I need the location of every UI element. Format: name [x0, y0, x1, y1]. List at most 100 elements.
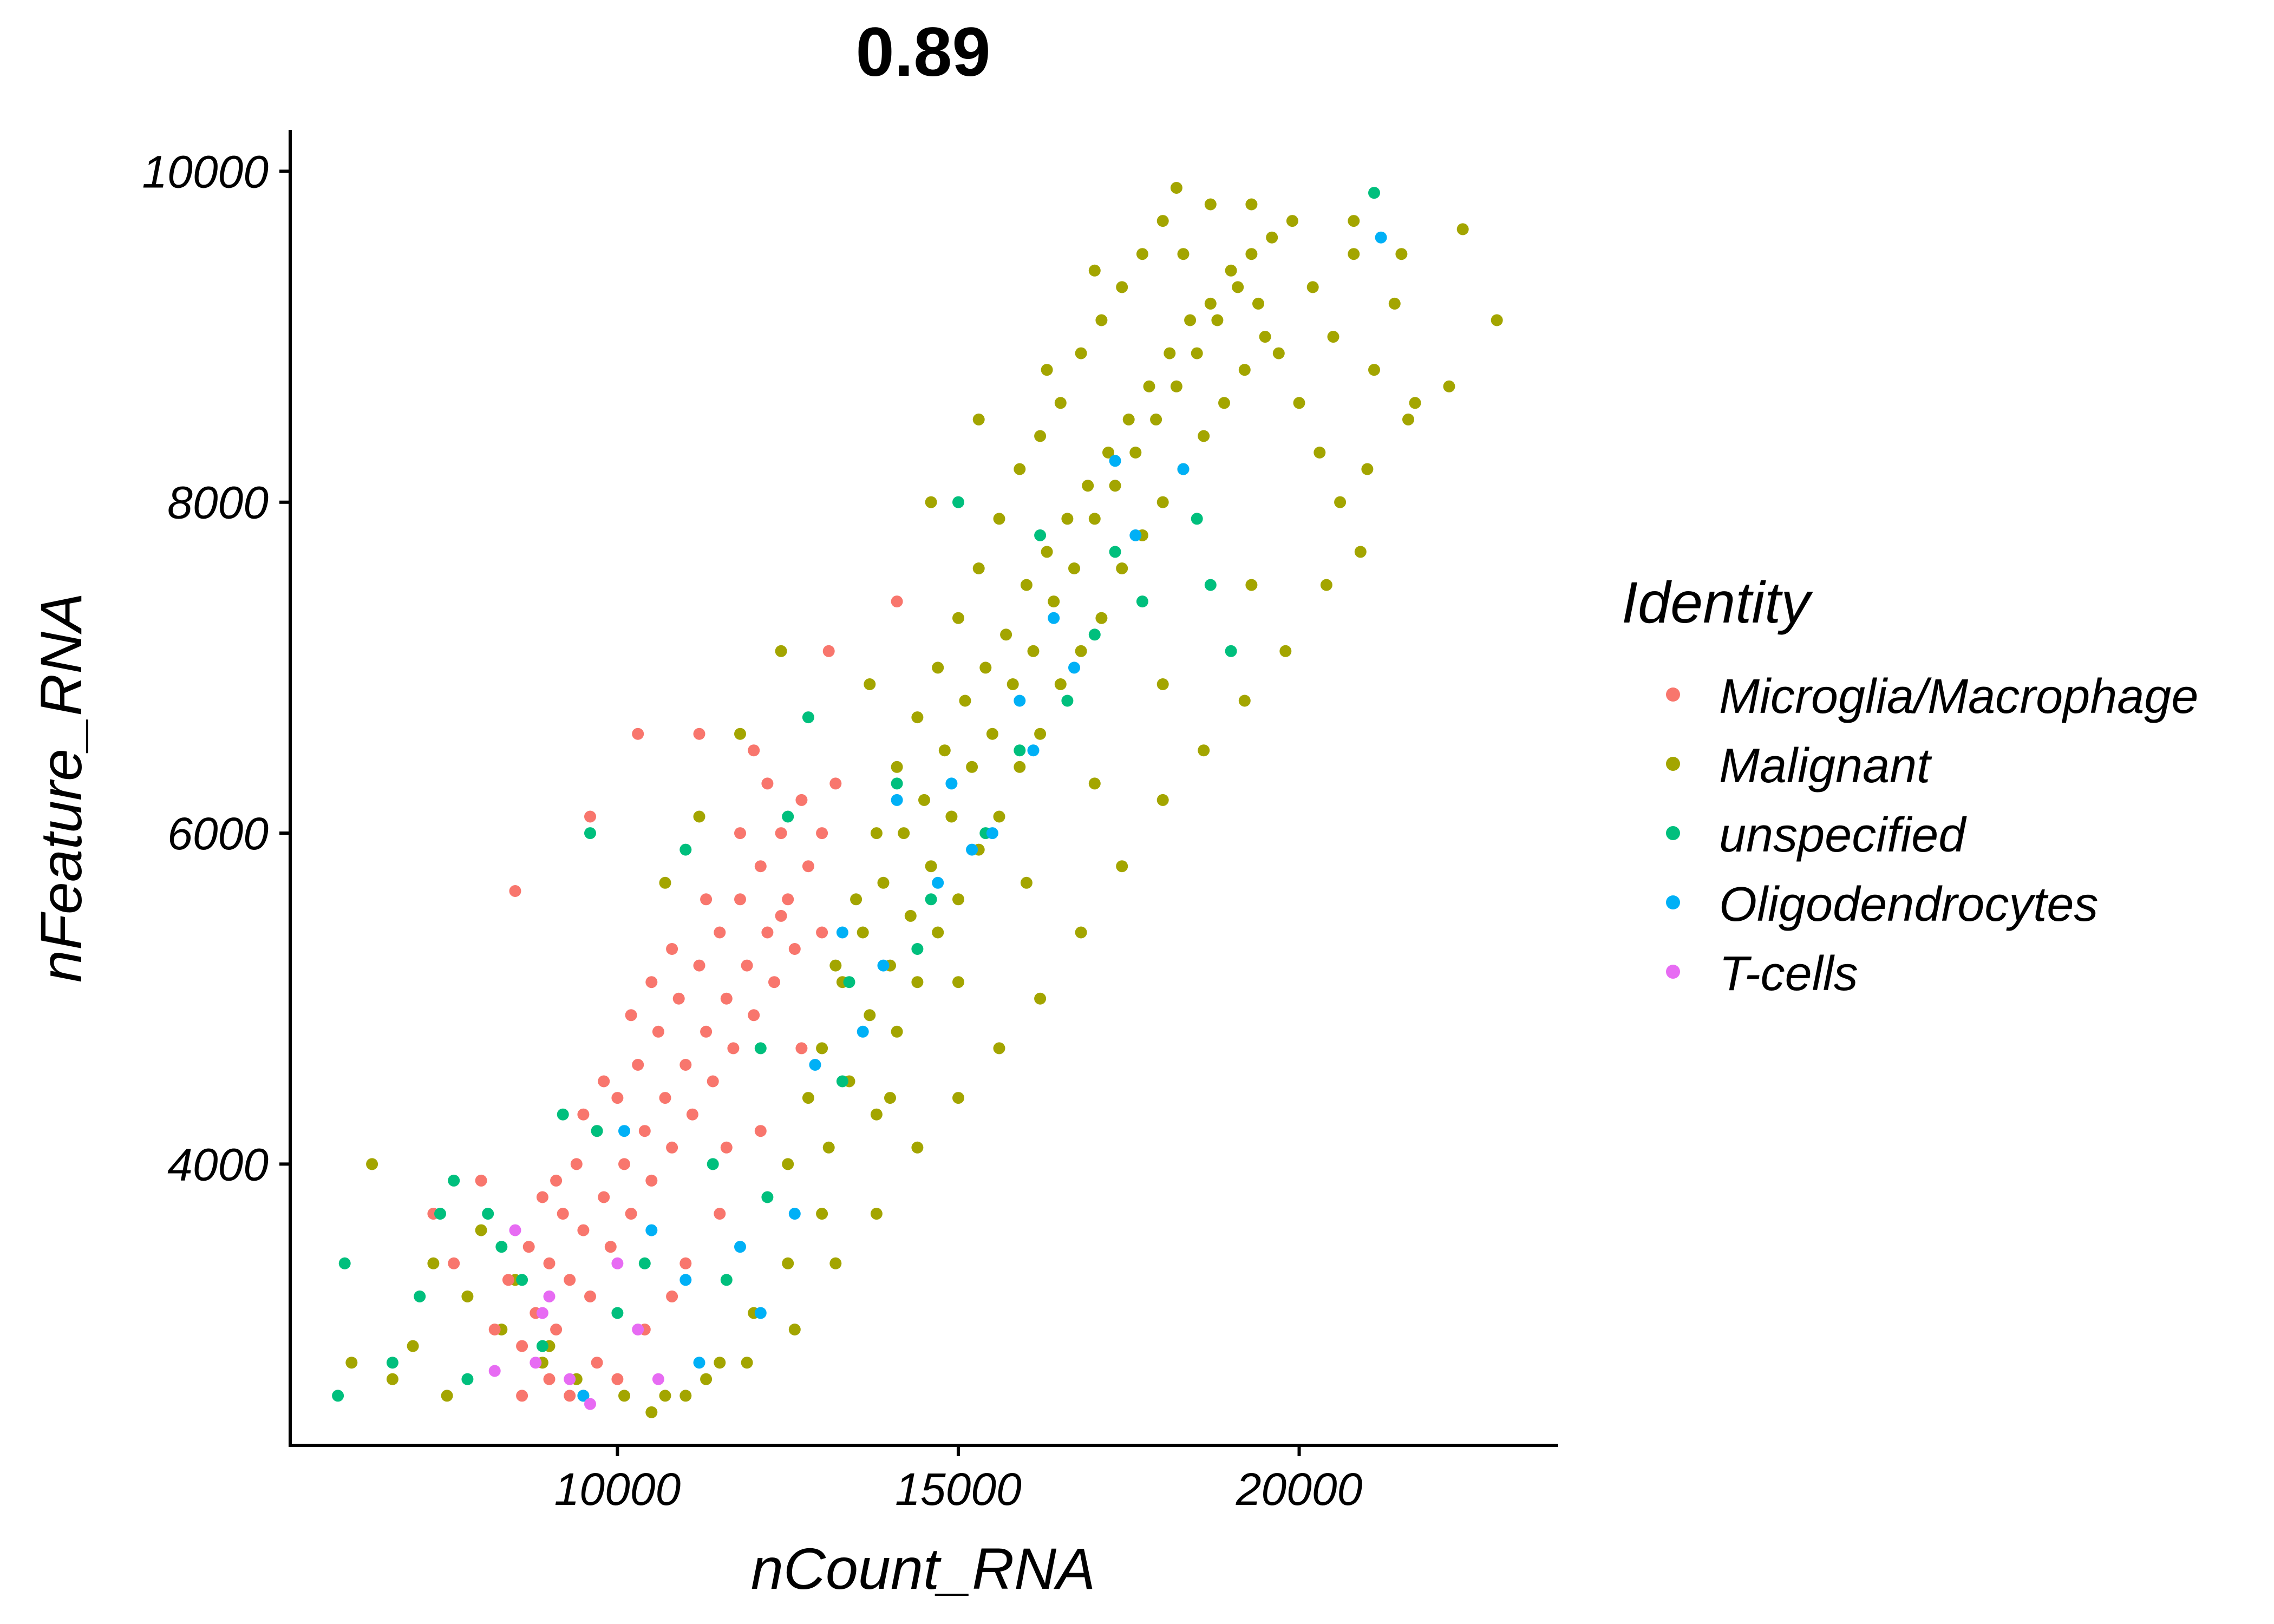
data-point	[1088, 264, 1101, 277]
data-point	[761, 1191, 774, 1203]
data-point	[659, 876, 671, 889]
data-point	[741, 1357, 753, 1369]
data-point	[1184, 314, 1197, 326]
data-point	[870, 827, 883, 840]
data-point	[1293, 397, 1305, 409]
data-point	[870, 1108, 883, 1121]
data-point	[1456, 223, 1469, 235]
data-point	[536, 1307, 548, 1319]
data-point	[550, 1324, 563, 1335]
data-point	[754, 1307, 767, 1319]
data-point	[564, 1390, 576, 1402]
data-point	[822, 1141, 835, 1154]
data-point	[1014, 744, 1026, 757]
data-point	[891, 1025, 903, 1038]
data-point	[1156, 794, 1169, 806]
data-point	[1354, 546, 1367, 558]
legend-title: Identity	[1622, 569, 1813, 635]
data-point	[1014, 463, 1026, 475]
data-point	[972, 413, 985, 425]
data-point	[488, 1365, 501, 1377]
data-point	[816, 827, 828, 840]
data-point	[884, 1092, 896, 1104]
data-point	[1225, 645, 1237, 657]
data-point	[1156, 496, 1169, 508]
data-point	[516, 1390, 528, 1402]
data-point	[986, 728, 998, 740]
data-point	[1204, 297, 1217, 310]
data-point	[407, 1340, 419, 1352]
data-point	[1068, 562, 1080, 574]
data-point	[1395, 248, 1408, 260]
data-point	[720, 992, 733, 1005]
data-point	[1129, 447, 1142, 459]
y-tick-label: 6000	[167, 808, 269, 859]
data-point	[1232, 281, 1244, 293]
data-point	[448, 1174, 460, 1187]
data-point	[495, 1241, 508, 1253]
data-point	[686, 1108, 698, 1121]
data-point	[645, 1406, 658, 1418]
data-point	[386, 1357, 398, 1369]
data-point	[1204, 579, 1217, 591]
data-point	[427, 1257, 440, 1269]
data-point	[598, 1191, 610, 1203]
data-point	[1177, 248, 1190, 260]
data-point	[693, 959, 705, 972]
data-point	[1334, 496, 1347, 508]
data-point	[488, 1324, 501, 1335]
data-point	[911, 943, 924, 955]
data-point	[659, 1092, 671, 1104]
data-point	[1116, 562, 1128, 574]
data-point	[952, 893, 964, 906]
chart-title: 0.89	[855, 14, 990, 91]
data-point	[1388, 297, 1401, 310]
legend-items: Microglia/Macrophage Malignant unspecified…	[1666, 670, 2198, 1001]
data-point	[1327, 331, 1339, 343]
data-point	[530, 1357, 542, 1369]
data-point	[591, 1125, 603, 1137]
data-point	[1143, 380, 1155, 392]
series-t-cells	[488, 1224, 664, 1410]
data-point	[761, 926, 774, 939]
data-point	[1375, 231, 1387, 244]
data-point	[1136, 595, 1148, 608]
data-point	[891, 794, 903, 806]
data-point	[714, 1357, 726, 1369]
data-point	[741, 959, 753, 972]
data-point	[918, 794, 930, 806]
data-point	[816, 1042, 828, 1055]
data-point	[1245, 198, 1258, 211]
y-tick-label: 4000	[167, 1139, 269, 1190]
data-point	[461, 1290, 474, 1302]
data-point	[645, 1174, 658, 1187]
data-point	[1286, 215, 1298, 227]
data-point	[700, 1025, 713, 1038]
data-point	[1409, 397, 1421, 409]
data-point	[509, 885, 521, 897]
data-point	[1048, 612, 1060, 624]
data-point	[625, 1009, 637, 1021]
data-point	[911, 711, 924, 724]
data-point	[618, 1390, 630, 1402]
data-point	[679, 1059, 692, 1071]
y-axis-ticks: 4000 6000 8000 10000	[142, 146, 290, 1190]
data-point	[577, 1224, 590, 1236]
data-point	[877, 876, 890, 889]
data-point	[993, 810, 1005, 823]
data-point	[1054, 678, 1067, 690]
data-point	[891, 777, 903, 790]
data-point	[1218, 397, 1230, 409]
data-point	[1368, 364, 1380, 376]
data-point	[1164, 347, 1176, 359]
data-point	[754, 1042, 767, 1055]
data-point	[734, 728, 746, 740]
data-point	[666, 1141, 678, 1154]
data-point	[802, 860, 814, 873]
data-point	[509, 1224, 521, 1236]
data-point	[979, 662, 992, 674]
data-point	[386, 1373, 398, 1385]
data-point	[1034, 728, 1047, 740]
data-point	[782, 810, 794, 823]
series-microglia-macrophage	[427, 595, 903, 1402]
